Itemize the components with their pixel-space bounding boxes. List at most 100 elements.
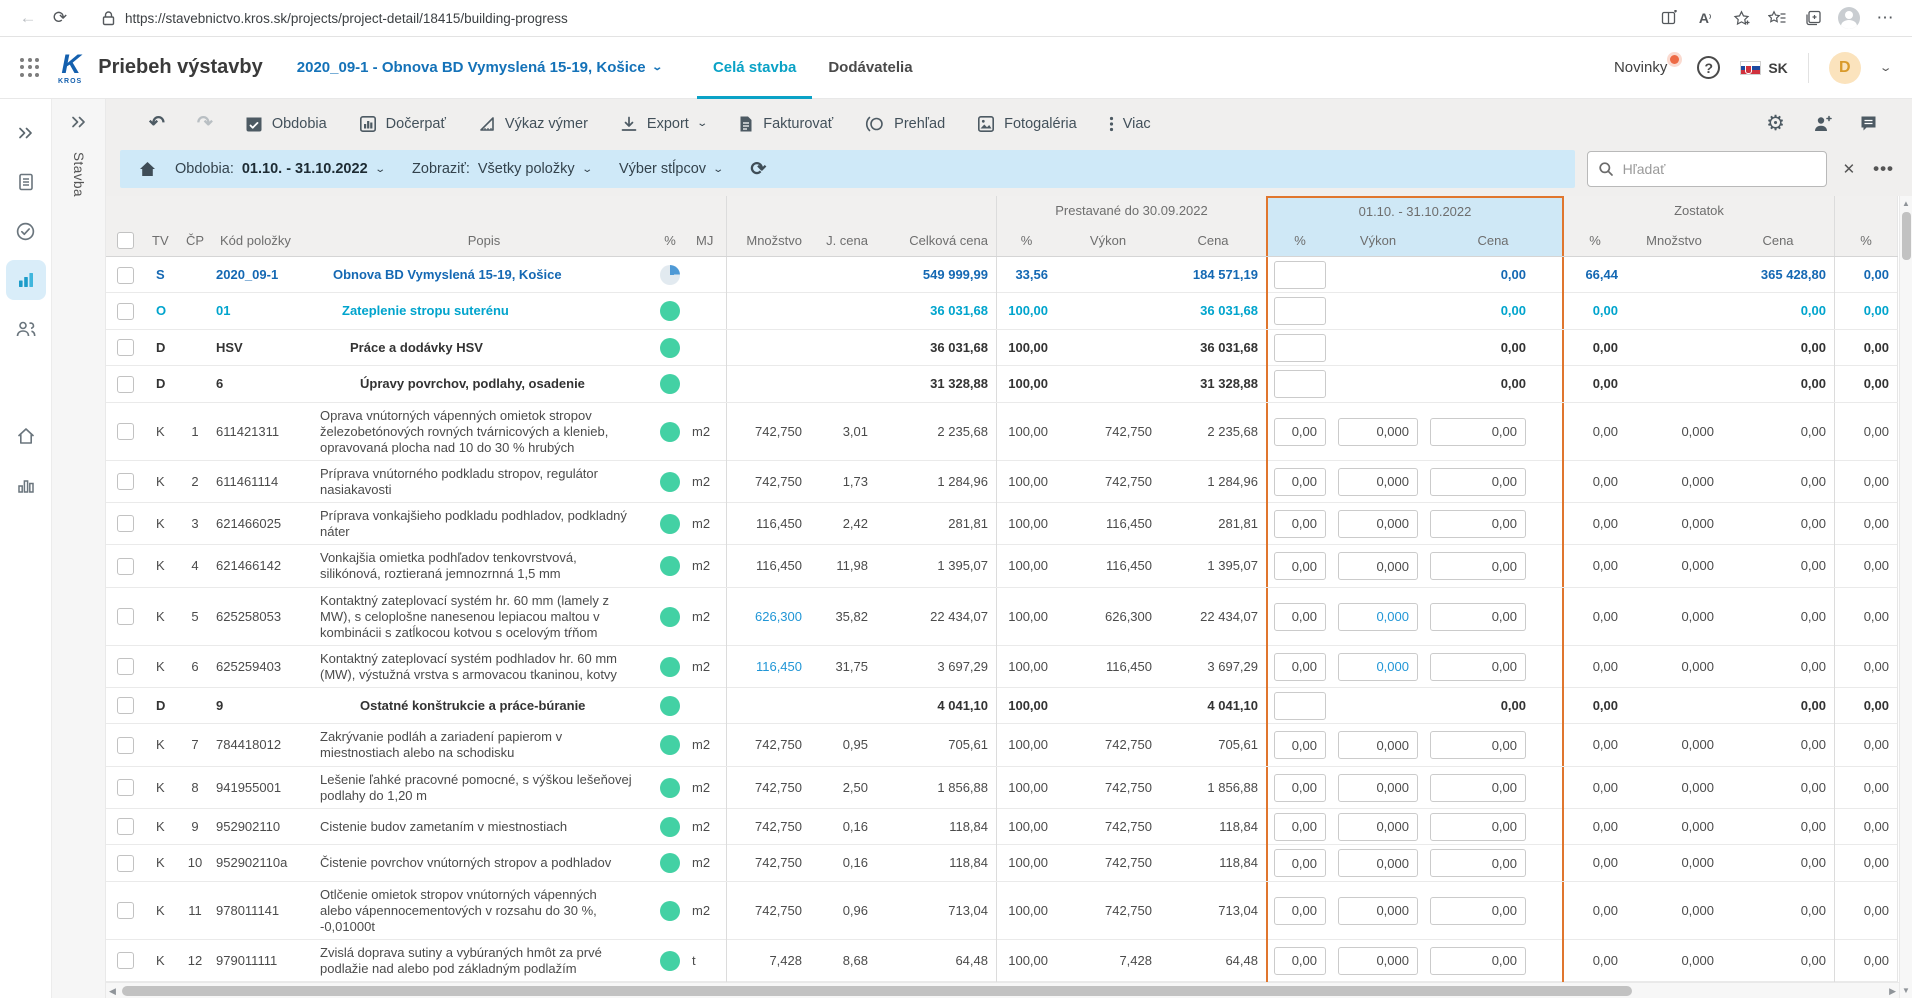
vertical-scroll-thumb[interactable] [1902,212,1911,260]
tab-cela-stavba[interactable]: Celá stavba [697,37,812,99]
feedback-comment-icon[interactable] [1859,114,1878,133]
current-pct-input[interactable] [1274,297,1326,325]
prehlad-button[interactable]: Prehľad [852,106,958,142]
fakturovat-button[interactable]: Fakturovať [725,106,846,142]
row-checkbox[interactable] [117,855,134,872]
search-box[interactable] [1587,151,1827,187]
current-pct-input[interactable] [1274,813,1326,841]
app-launcher-icon[interactable] [20,58,40,78]
current-cena-input[interactable] [1430,418,1526,446]
current-pct-input[interactable] [1274,731,1326,759]
sidebar-item-documents[interactable] [6,162,46,202]
cell-popis[interactable]: Ostatné konštrukcie a práce-búranie [316,688,652,724]
scroll-down-icon[interactable]: ▼ [1902,986,1910,995]
row-checkbox[interactable] [117,473,134,490]
browser-menu-icon[interactable]: ⋯ [1874,4,1896,32]
row-checkbox[interactable] [117,608,134,625]
current-pct-input[interactable] [1274,261,1326,289]
back-icon[interactable]: ← [14,4,42,32]
row-checkbox[interactable] [117,339,134,356]
vykaz-vymer-button[interactable]: Výkaz výmer [465,106,601,142]
current-cena-input[interactable] [1430,510,1526,538]
current-pct-input[interactable] [1274,370,1326,398]
scroll-right-icon[interactable]: ▶ [1889,986,1896,997]
show-filter[interactable]: Zobraziť: Všetky položky ⌄ [402,161,601,177]
project-selector[interactable]: 2020_09-1 - Obnova BD Vymyslená 15-19, K… [297,59,661,76]
row-checkbox[interactable] [117,902,134,919]
refresh-icon[interactable]: ⟳ [750,158,766,181]
row-checkbox[interactable] [117,376,134,393]
current-cena-input[interactable] [1430,897,1526,925]
current-pct-input[interactable] [1274,653,1326,681]
row-checkbox[interactable] [117,658,134,675]
current-pct-input[interactable] [1274,552,1326,580]
current-vykon-input[interactable] [1338,468,1418,496]
split-screen-icon[interactable] [1658,4,1680,32]
fotogaleria-button[interactable]: Fotogaléria [964,106,1090,142]
row-checkbox[interactable] [117,267,134,284]
row-checkbox[interactable] [117,558,134,575]
current-cena-input[interactable] [1430,603,1526,631]
current-pct-input[interactable] [1274,947,1326,975]
user-menu-chevron-icon[interactable]: ⌄ [1878,61,1892,74]
row-checkbox[interactable] [117,697,134,714]
row-checkbox[interactable] [117,952,134,969]
current-vykon-input[interactable] [1338,813,1418,841]
tab-dodavatelia[interactable]: Dodávatelia [812,37,928,99]
current-cena-input[interactable] [1430,731,1526,759]
sidebar-item-building-progress[interactable] [6,260,46,300]
column-picker[interactable]: Výber stĺpcov ⌄ [609,161,732,177]
current-cena-input[interactable] [1430,552,1526,580]
refresh-icon[interactable]: ⟳ [46,4,74,32]
current-cena-input[interactable] [1430,849,1526,877]
news-button[interactable]: Novinky [1614,59,1677,76]
period-filter[interactable]: Obdobia: 01.10. - 31.10.2022 ⌄ [165,161,394,177]
horizontal-scrollbar[interactable]: ◀ ▶ [106,982,1899,998]
undo-button[interactable]: ↶ [136,106,178,142]
cell-mnozstvo[interactable]: 116,450 [726,646,810,688]
current-cena-input[interactable] [1430,653,1526,681]
obdobia-button[interactable]: Obdobia [232,106,340,142]
search-input[interactable] [1623,161,1816,177]
row-checkbox[interactable] [117,818,134,835]
cell-popis[interactable]: Obnova BD Vymyslená 15-19, Košice [316,257,652,293]
current-cena-input[interactable] [1430,947,1526,975]
row-checkbox[interactable] [117,515,134,532]
cell-mnozstvo[interactable]: 626,300 [726,588,810,646]
sidebar-item-suppliers[interactable] [6,309,46,349]
current-pct-input[interactable] [1274,418,1326,446]
cell-popis[interactable]: Práce a dodávky HSV [316,330,652,366]
current-pct-input[interactable] [1274,849,1326,877]
current-vykon-input[interactable] [1338,731,1418,759]
language-selector[interactable]: SK [1740,60,1787,76]
redo-button[interactable]: ↷ [184,106,226,142]
read-aloud-icon[interactable]: A⁾ [1694,4,1716,32]
current-pct-input[interactable] [1274,334,1326,362]
scroll-left-icon[interactable]: ◀ [109,986,116,997]
browser-profile-avatar[interactable] [1838,7,1860,29]
current-vykon-input[interactable] [1338,510,1418,538]
sidebar-item-home[interactable] [6,416,46,456]
favorites-bar-icon[interactable] [1766,4,1788,32]
current-cena-input[interactable] [1430,774,1526,802]
panel-label[interactable]: Stavba [71,152,86,197]
expand-panel-icon[interactable] [70,113,88,136]
current-pct-input[interactable] [1274,692,1326,720]
row-checkbox[interactable] [117,423,134,440]
export-button[interactable]: Export ⌄ [607,106,719,142]
horizontal-scroll-thumb[interactable] [122,986,1632,996]
docerpat-button[interactable]: Dočerpať [346,106,459,142]
clear-search-icon[interactable]: ✕ [1839,160,1860,178]
sidebar-item-tasks[interactable] [6,211,46,251]
current-vykon-input[interactable] [1338,552,1418,580]
sidebar-item-reports[interactable] [6,465,46,505]
current-pct-input[interactable] [1274,774,1326,802]
help-icon[interactable]: ? [1697,56,1720,79]
home-icon[interactable] [138,160,157,178]
current-vykon-input[interactable] [1338,774,1418,802]
viac-button[interactable]: Viac [1096,106,1164,142]
current-pct-input[interactable] [1274,468,1326,496]
add-user-icon[interactable] [1811,114,1833,134]
row-checkbox[interactable] [117,303,134,320]
cell-popis[interactable]: Zateplenie stropu suterénu [316,293,652,329]
